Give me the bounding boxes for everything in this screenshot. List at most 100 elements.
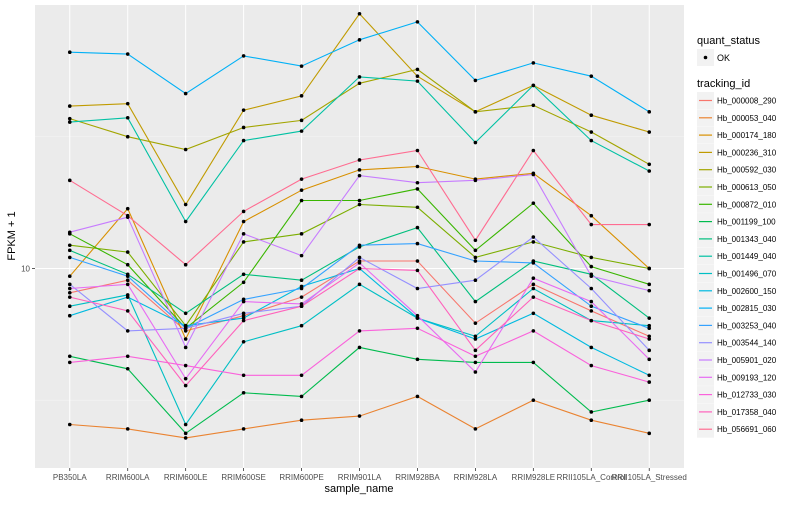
- series-points: [67, 11, 652, 440]
- data-point-Hb_000174_180: [415, 164, 420, 169]
- data-point-Hb_005901_020: [415, 180, 420, 185]
- data-point-Hb_000872_010: [357, 198, 362, 203]
- data-point-Hb_001343_040: [299, 278, 304, 283]
- legend-label: Hb_001496_070: [717, 270, 777, 279]
- data-point-Hb_000872_010: [647, 282, 652, 287]
- data-point-Hb_000008_290: [183, 329, 188, 333]
- data-point-Hb_000592_030: [647, 162, 652, 167]
- legend: quant_status OK tracking_id Hb_000008_29…: [697, 35, 777, 438]
- data-point-Hb_002600_150: [125, 295, 130, 299]
- data-point-Hb_017358_040: [67, 295, 72, 299]
- data-point-Hb_000613_050: [125, 250, 130, 254]
- data-point-Hb_003253_040: [67, 255, 72, 260]
- data-point-Hb_000592_030: [299, 118, 304, 123]
- data-point-Hb_000613_050: [415, 205, 420, 210]
- shape-legend-title: quant_status: [697, 35, 760, 47]
- data-point-Hb_001199_100: [647, 398, 652, 403]
- data-point-Hb_001496_070: [299, 323, 304, 328]
- data-point-Hb_009193_120: [647, 357, 652, 362]
- data-point-Hb_002815_030: [299, 64, 304, 68]
- data-point-Hb_056691_060: [473, 238, 478, 243]
- data-point-Hb_009193_120: [473, 370, 478, 374]
- data-point-Hb_001449_040: [647, 169, 652, 173]
- data-point-Hb_000592_030: [183, 147, 188, 152]
- data-point-Hb_003544_140: [357, 255, 362, 260]
- data-point-Hb_000053_040: [647, 431, 652, 436]
- data-point-Hb_017358_040: [415, 268, 420, 273]
- data-point-Hb_012733_030: [67, 360, 72, 365]
- data-point-Hb_009193_120: [241, 299, 246, 304]
- data-point-Hb_003544_140: [183, 326, 188, 331]
- legend-label: Hb_001449_040: [717, 252, 777, 261]
- data-point-Hb_009193_120: [415, 313, 420, 318]
- data-point-Hb_012733_030: [299, 373, 304, 378]
- data-point-Hb_001343_040: [415, 225, 420, 230]
- data-point-Hb_003253_040: [647, 326, 652, 331]
- data-point-Hb_000053_040: [183, 436, 188, 440]
- data-point-Hb_000236_310: [647, 130, 652, 134]
- data-point-Hb_017358_040: [589, 318, 594, 323]
- data-point-Hb_001343_040: [647, 316, 652, 320]
- data-point-Hb_005901_020: [241, 232, 246, 236]
- data-point-Hb_001496_070: [67, 304, 72, 308]
- data-point-Hb_002815_030: [241, 54, 246, 58]
- data-point-Hb_000236_310: [357, 11, 362, 16]
- data-point-Hb_056691_060: [183, 262, 188, 267]
- data-point-Hb_000236_310: [589, 113, 594, 117]
- color-legend-title: tracking_id: [697, 78, 750, 90]
- x-tick-label: PB350LA: [53, 473, 87, 482]
- x-tick-label: RRIM600LA: [106, 473, 150, 482]
- data-point-Hb_000174_180: [241, 219, 246, 224]
- data-point-Hb_003253_040: [531, 261, 536, 265]
- legend-label: Hb_000872_010: [717, 200, 777, 209]
- data-point-Hb_056691_060: [299, 177, 304, 181]
- data-point-Hb_056691_060: [647, 222, 652, 227]
- data-point-Hb_001449_040: [183, 219, 188, 224]
- data-point-Hb_000613_050: [241, 240, 246, 244]
- data-point-Hb_009193_120: [67, 286, 72, 291]
- data-point-Hb_000592_030: [125, 134, 130, 139]
- data-point-Hb_002600_150: [183, 323, 188, 328]
- data-point-Hb_012733_030: [415, 326, 420, 331]
- data-point-Hb_000236_310: [241, 108, 246, 112]
- legend-label: Hb_002815_030: [717, 304, 777, 313]
- data-point-Hb_001199_100: [589, 410, 594, 414]
- data-point-Hb_002815_030: [531, 61, 536, 65]
- legend-label: Hb_009193_120: [717, 373, 777, 382]
- data-point-Hb_000592_030: [589, 130, 594, 134]
- data-point-Hb_001496_070: [647, 323, 652, 328]
- x-tick-label: RRIM600LE: [164, 473, 208, 482]
- data-point-Hb_056691_060: [357, 158, 362, 162]
- data-point-Hb_001343_040: [183, 311, 188, 316]
- data-point-Hb_012733_030: [183, 363, 188, 368]
- data-point-Hb_000613_050: [531, 240, 536, 244]
- data-point-Hb_003253_040: [299, 286, 304, 291]
- data-point-Hb_001199_100: [415, 357, 420, 362]
- legend-label: Hb_000008_290: [717, 97, 777, 106]
- data-point-Hb_003544_140: [241, 311, 246, 316]
- data-point-Hb_002815_030: [357, 38, 362, 42]
- shape-legend-label: OK: [717, 53, 730, 63]
- data-point-Hb_001199_100: [125, 366, 130, 371]
- data-point-Hb_001449_040: [125, 115, 130, 120]
- x-axis: PB350LA RRIM600LA RRIM600LE RRIM600SE RRIM60…: [53, 468, 687, 482]
- data-point-Hb_000236_310: [125, 101, 130, 106]
- data-point-Hb_000236_310: [415, 74, 420, 79]
- data-point-Hb_001343_040: [473, 299, 478, 304]
- data-point-Hb_000592_030: [473, 110, 478, 114]
- data-point-Hb_001449_040: [67, 120, 72, 124]
- data-point-Hb_001449_040: [241, 138, 246, 143]
- data-point-Hb_000008_290: [299, 295, 304, 299]
- x-tick-label: RRIM901LA: [338, 473, 382, 482]
- data-point-Hb_001199_100: [299, 394, 304, 399]
- legend-label: Hb_005901_020: [717, 356, 777, 365]
- data-point-Hb_000592_030: [357, 81, 362, 86]
- data-point-Hb_000053_040: [241, 427, 246, 431]
- data-point-Hb_012733_030: [589, 363, 594, 368]
- data-point-Hb_003544_140: [415, 286, 420, 291]
- data-point-Hb_003544_140: [531, 235, 536, 239]
- data-point-Hb_000872_010: [125, 262, 130, 267]
- data-point-Hb_012733_030: [531, 329, 536, 333]
- data-point-Hb_000592_030: [531, 103, 536, 108]
- data-point-Hb_000053_040: [125, 427, 130, 431]
